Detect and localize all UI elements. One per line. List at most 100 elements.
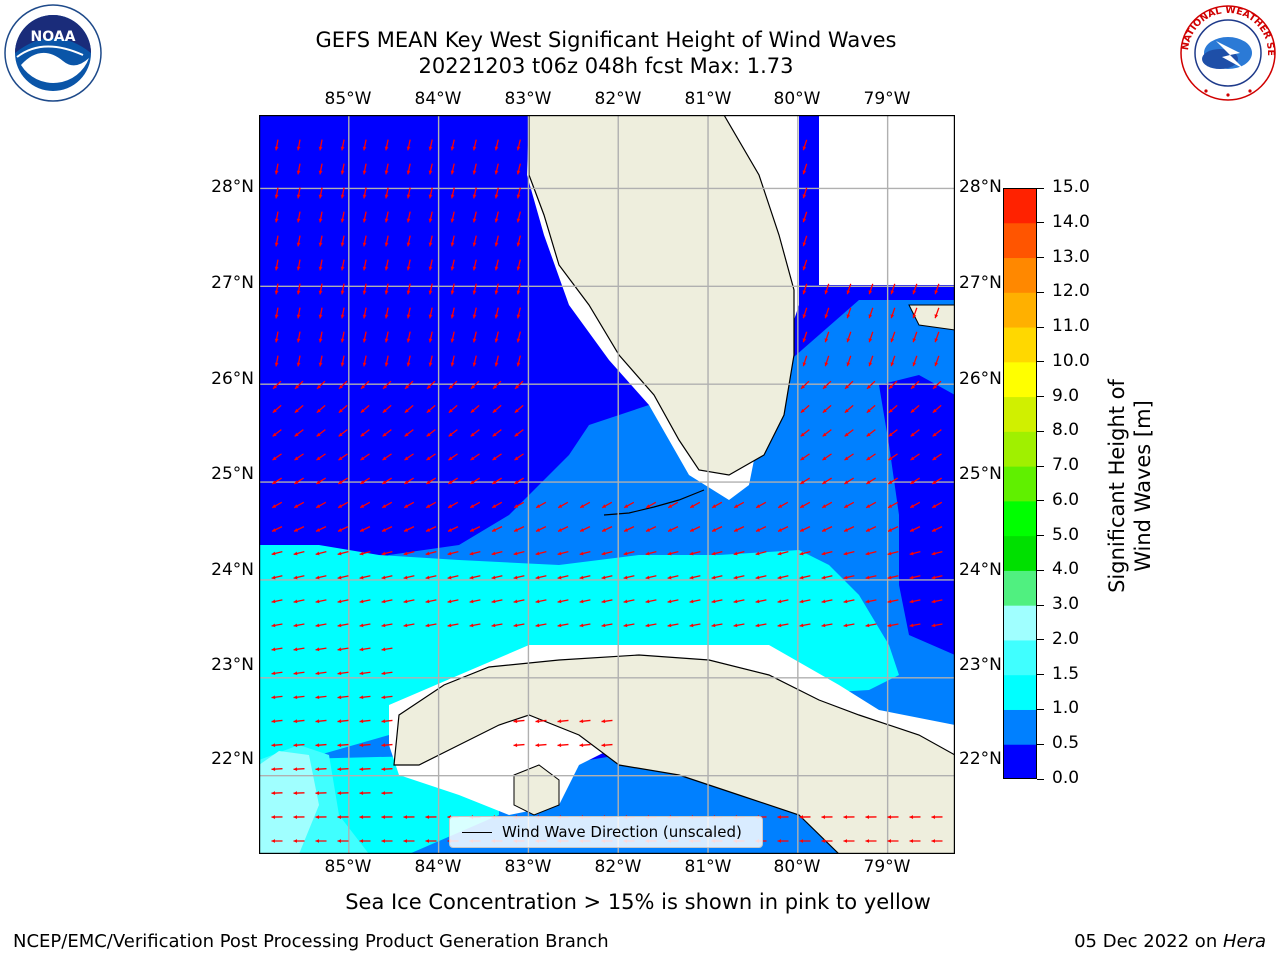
wave-direction-arrow — [382, 429, 392, 437]
colorbar-tick-mark — [1037, 396, 1044, 398]
wave-direction-arrow — [667, 623, 679, 628]
colorbar-tick-label: 1.0 — [1052, 698, 1080, 719]
title-line-2: 20221203 t06z 048h fcst Max: 1.73 — [418, 54, 794, 78]
wave-direction-arrow — [733, 575, 745, 580]
wave-direction-arrow — [579, 719, 591, 724]
wave-direction-arrow — [337, 647, 349, 652]
wave-direction-arrow — [711, 501, 723, 509]
wave-direction-arrow — [359, 839, 371, 843]
wave-direction-arrow — [711, 575, 723, 580]
wave-direction-arrow — [689, 526, 701, 532]
wave-direction-arrow — [428, 283, 433, 295]
wave-direction-arrow — [447, 599, 459, 604]
wave-direction-arrow — [909, 575, 921, 580]
wave-direction-arrow — [469, 599, 481, 604]
wave-direction-arrow — [516, 139, 521, 151]
wave-direction-arrow — [844, 380, 854, 390]
wave-direction-arrow — [623, 575, 635, 580]
wave-direction-arrow — [318, 283, 323, 295]
wave-direction-arrow — [843, 599, 855, 604]
wave-direction-arrow — [843, 623, 855, 628]
wave-direction-arrow — [271, 551, 283, 556]
colorbar-tick-label: 15.0 — [1052, 177, 1090, 197]
wave-direction-arrow — [406, 283, 411, 295]
colorbar-tick-label: 0.5 — [1052, 733, 1080, 754]
wave-direction-arrow — [359, 575, 371, 580]
wave-direction-arrow — [491, 575, 503, 580]
lat-label-left: 24°N — [211, 560, 254, 580]
wave-direction-arrow — [667, 575, 679, 580]
wave-direction-arrow — [293, 647, 305, 652]
wave-direction-arrow — [821, 599, 833, 604]
wave-direction-arrow — [428, 163, 433, 175]
wave-direction-arrow — [888, 380, 898, 390]
colorbar-tick-label: 2.0 — [1052, 628, 1080, 649]
wave-direction-arrow — [469, 623, 481, 628]
wave-direction-arrow — [318, 259, 323, 271]
wave-direction-arrow — [293, 623, 305, 628]
wave-direction-arrow — [337, 477, 349, 485]
colorbar-tick-label: 7.0 — [1052, 455, 1080, 476]
wave-direction-arrow — [513, 575, 525, 580]
wave-direction-arrow — [491, 599, 503, 604]
wave-direction-arrow — [799, 477, 811, 485]
wave-direction-arrow — [337, 839, 349, 843]
colorbar-tick-mark — [1037, 326, 1044, 328]
colorbar-tick-label: 14.0 — [1052, 211, 1090, 232]
wave-direction-arrow — [381, 719, 393, 724]
wave-direction-arrow — [887, 477, 899, 485]
wave-direction-arrow — [824, 307, 830, 319]
colorbar-tick-label: 12.0 — [1052, 281, 1090, 302]
noaa-logo-text: NOAA — [31, 29, 76, 45]
wave-direction-arrow — [645, 526, 657, 532]
wave-direction-arrow — [802, 187, 808, 199]
wave-direction-arrow — [362, 307, 367, 319]
wave-direction-arrow — [296, 307, 301, 319]
wave-direction-arrow — [887, 599, 899, 604]
wave-direction-arrow — [404, 453, 414, 461]
wave-direction-arrow — [799, 623, 811, 628]
wave-direction-arrow — [865, 623, 877, 628]
wave-direction-arrow — [315, 743, 327, 748]
colorbar-tick-label: 5.0 — [1052, 524, 1080, 545]
wave-direction-arrow — [428, 187, 433, 199]
wave-direction-arrow — [318, 331, 323, 343]
lon-label-top: 82°W — [594, 89, 642, 109]
wave-direction-arrow — [359, 551, 371, 556]
colorbar-tick-mark — [1037, 639, 1044, 641]
colorbar-tick-label: 6.0 — [1052, 489, 1080, 510]
wave-direction-arrow — [494, 283, 499, 295]
wave-direction-arrow — [359, 695, 371, 700]
wave-direction-arrow — [909, 815, 921, 819]
wave-direction-arrow — [910, 429, 920, 437]
colorbar-tick-mark — [1037, 535, 1044, 537]
wave-direction-arrow — [931, 839, 943, 843]
wave-direction-arrow — [296, 139, 301, 151]
wave-direction-arrow — [623, 551, 635, 556]
wave-direction-arrow — [777, 815, 789, 819]
wave-direction-arrow — [733, 599, 745, 604]
sea-ice-caption: Sea Ice Concentration > 15% is shown in … — [345, 890, 931, 914]
wave-direction-arrow — [802, 163, 808, 175]
wave-direction-arrow — [516, 235, 521, 247]
wave-direction-arrow — [293, 719, 305, 724]
wave-direction-arrow — [293, 767, 305, 772]
wave-direction-arrow — [623, 623, 635, 628]
wave-direction-arrow — [909, 551, 921, 556]
wave-direction-arrow — [494, 139, 499, 151]
wave-direction-arrow — [404, 429, 414, 437]
wave-direction-arrow — [294, 429, 304, 437]
wave-direction-arrow — [340, 235, 345, 247]
colorbar-segment — [1003, 257, 1037, 293]
footer-host: Hera — [1222, 931, 1266, 952]
wave-direction-arrow — [406, 235, 411, 247]
wave-direction-arrow — [428, 307, 433, 319]
wave-height-map: Wind Wave Direction (unscaled) — [258, 114, 956, 858]
wave-direction-arrow — [513, 719, 525, 724]
wave-direction-arrow — [274, 331, 279, 343]
colorbar-segment — [1003, 570, 1037, 606]
wave-direction-arrow — [425, 501, 437, 509]
wave-direction-arrow — [428, 139, 433, 151]
lat-label-right: 26°N — [959, 369, 1002, 389]
wave-direction-arrow — [755, 599, 767, 604]
